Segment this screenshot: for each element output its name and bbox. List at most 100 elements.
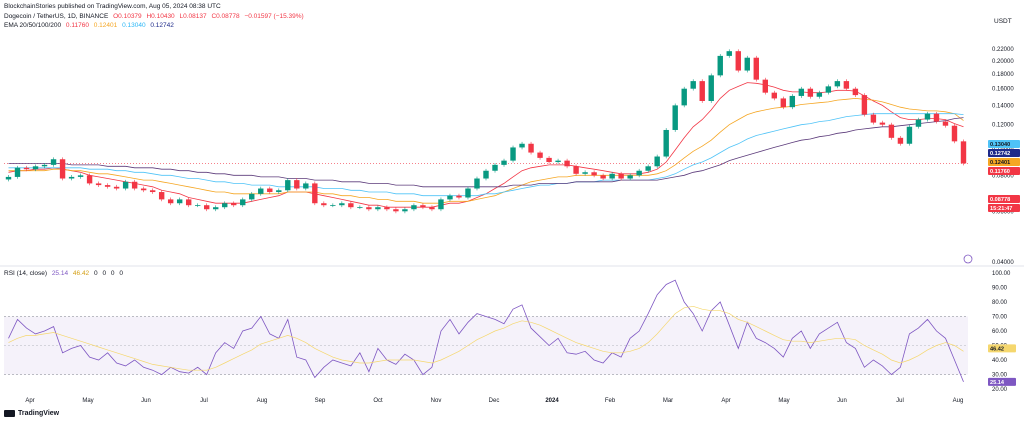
candle-body [249,193,255,200]
candle-body [564,160,570,167]
x-tick-label: Aug [257,398,268,404]
candle-body [402,209,408,212]
candle-body [194,205,201,207]
candle-body [276,190,282,193]
price-badge-label: 15:21:47 [990,206,1012,212]
candle-body [285,180,291,191]
candle-body [762,79,768,93]
candle-body [600,175,606,179]
symbol-legend: Dogecoin / TetherUS, 1D, BINANCE O0.1037… [4,13,304,20]
candle-body [348,203,354,208]
candle-body [519,143,525,148]
candle-body [122,181,129,189]
price-badge-bg [988,158,1020,166]
candle-body [627,175,633,179]
candle-body [528,143,534,153]
price-badge-bg [988,140,1020,148]
candle-body [861,95,868,115]
candle-body [411,205,417,210]
candle-body [960,141,967,164]
price-tick-label: 0.22000 [992,47,1014,53]
ema200-value: 0.12742 [150,22,174,29]
candle-body [510,147,516,161]
rsi-tick-label: 30.00 [992,373,1008,379]
candle-body [185,199,192,206]
candle-body [23,167,30,170]
candle-body [609,173,615,179]
rsi-badge-bg [988,344,1016,353]
candle-body [384,207,390,210]
candle-body [86,175,93,184]
ema-line-ema-20 [8,82,964,208]
rsi-tick-label: 40.00 [992,358,1008,364]
x-tick-label: Apr [25,398,34,404]
x-tick-label: Feb [605,398,616,404]
rsi-legend: RSI (14, close) 25.14 46.42 0 0 0 0 [4,270,123,277]
candle-body [726,51,732,56]
candle-body [645,166,651,171]
candle-body [393,209,399,212]
rsi-ma-line [8,305,964,371]
tradingview-logo: TradingView [4,410,59,417]
rsi-badge-bg [988,377,1016,386]
x-tick-label: Apr [721,398,730,404]
candle-body [32,166,39,170]
rsi-badge-label: 25.14 [990,380,1005,386]
candle-body [546,157,552,163]
candle-body [492,164,498,171]
candle-body [591,172,597,176]
ema50-value: 0.12401 [93,22,118,29]
candle-body [708,75,714,101]
price-badge-label: 0.11760 [990,169,1010,175]
candle-body [204,205,210,210]
rsi-badge: 25.14 [988,377,1016,386]
candle-body [77,175,84,177]
ema100-value: 0.13040 [122,22,146,29]
price-tick-label: 0.16000 [992,87,1014,93]
candle-body [924,113,931,120]
candle-body [14,167,21,177]
price-tick-label: 0.18000 [992,72,1014,78]
currency-label: USDT [994,18,1012,25]
rsi-badge: 46.42 [988,344,1016,353]
publish-caption: BlockchainStories published on TradingVi… [4,3,221,10]
price-badge-bg [988,204,1020,212]
candle-body [906,126,913,144]
candle-body [50,159,57,165]
price-badge-bg [988,167,1020,175]
rsi-tick-label: 90.00 [992,285,1008,291]
rsi-label: RSI (14, close) [4,270,47,277]
candle-body [95,183,102,186]
price-badge: 0.12401 [988,158,1020,166]
candle-body [149,190,156,193]
rsi-tick-label: 80.00 [992,300,1008,306]
candle-body [897,137,904,144]
rsi-ma-value: 46.42 [72,270,90,277]
price-tick-label: 0.06000 [992,209,1014,215]
x-tick-label: 2024 [545,398,559,404]
tradingview-logo-icon [4,410,15,417]
candle-body [951,125,958,142]
tradingview-logo-text: TradingView [18,410,60,417]
candle-body [825,86,832,93]
x-tick-label: Jun [837,398,847,404]
candle-body [933,113,940,122]
price-badge: 15:21:47 [988,204,1020,212]
price-tick-label: 0.12000 [992,123,1014,129]
price-badge-label: 0.12742 [990,151,1010,157]
candle-body [438,199,444,210]
ohlc-change: −0.01597 (−15.39%) [244,13,304,20]
candle-body [176,199,183,204]
candle-body [429,207,435,210]
price-badge: 0.11760 [988,167,1020,175]
price-badge-label: 0.13040 [990,142,1010,148]
x-tick-label: Nov [431,398,442,404]
candle-body [915,119,922,127]
price-badge-bg [988,195,1020,203]
rsi-line [8,279,964,382]
candle-body [113,186,120,189]
candle-body [59,159,66,179]
candle-body [104,185,111,187]
candle-body [258,188,264,194]
